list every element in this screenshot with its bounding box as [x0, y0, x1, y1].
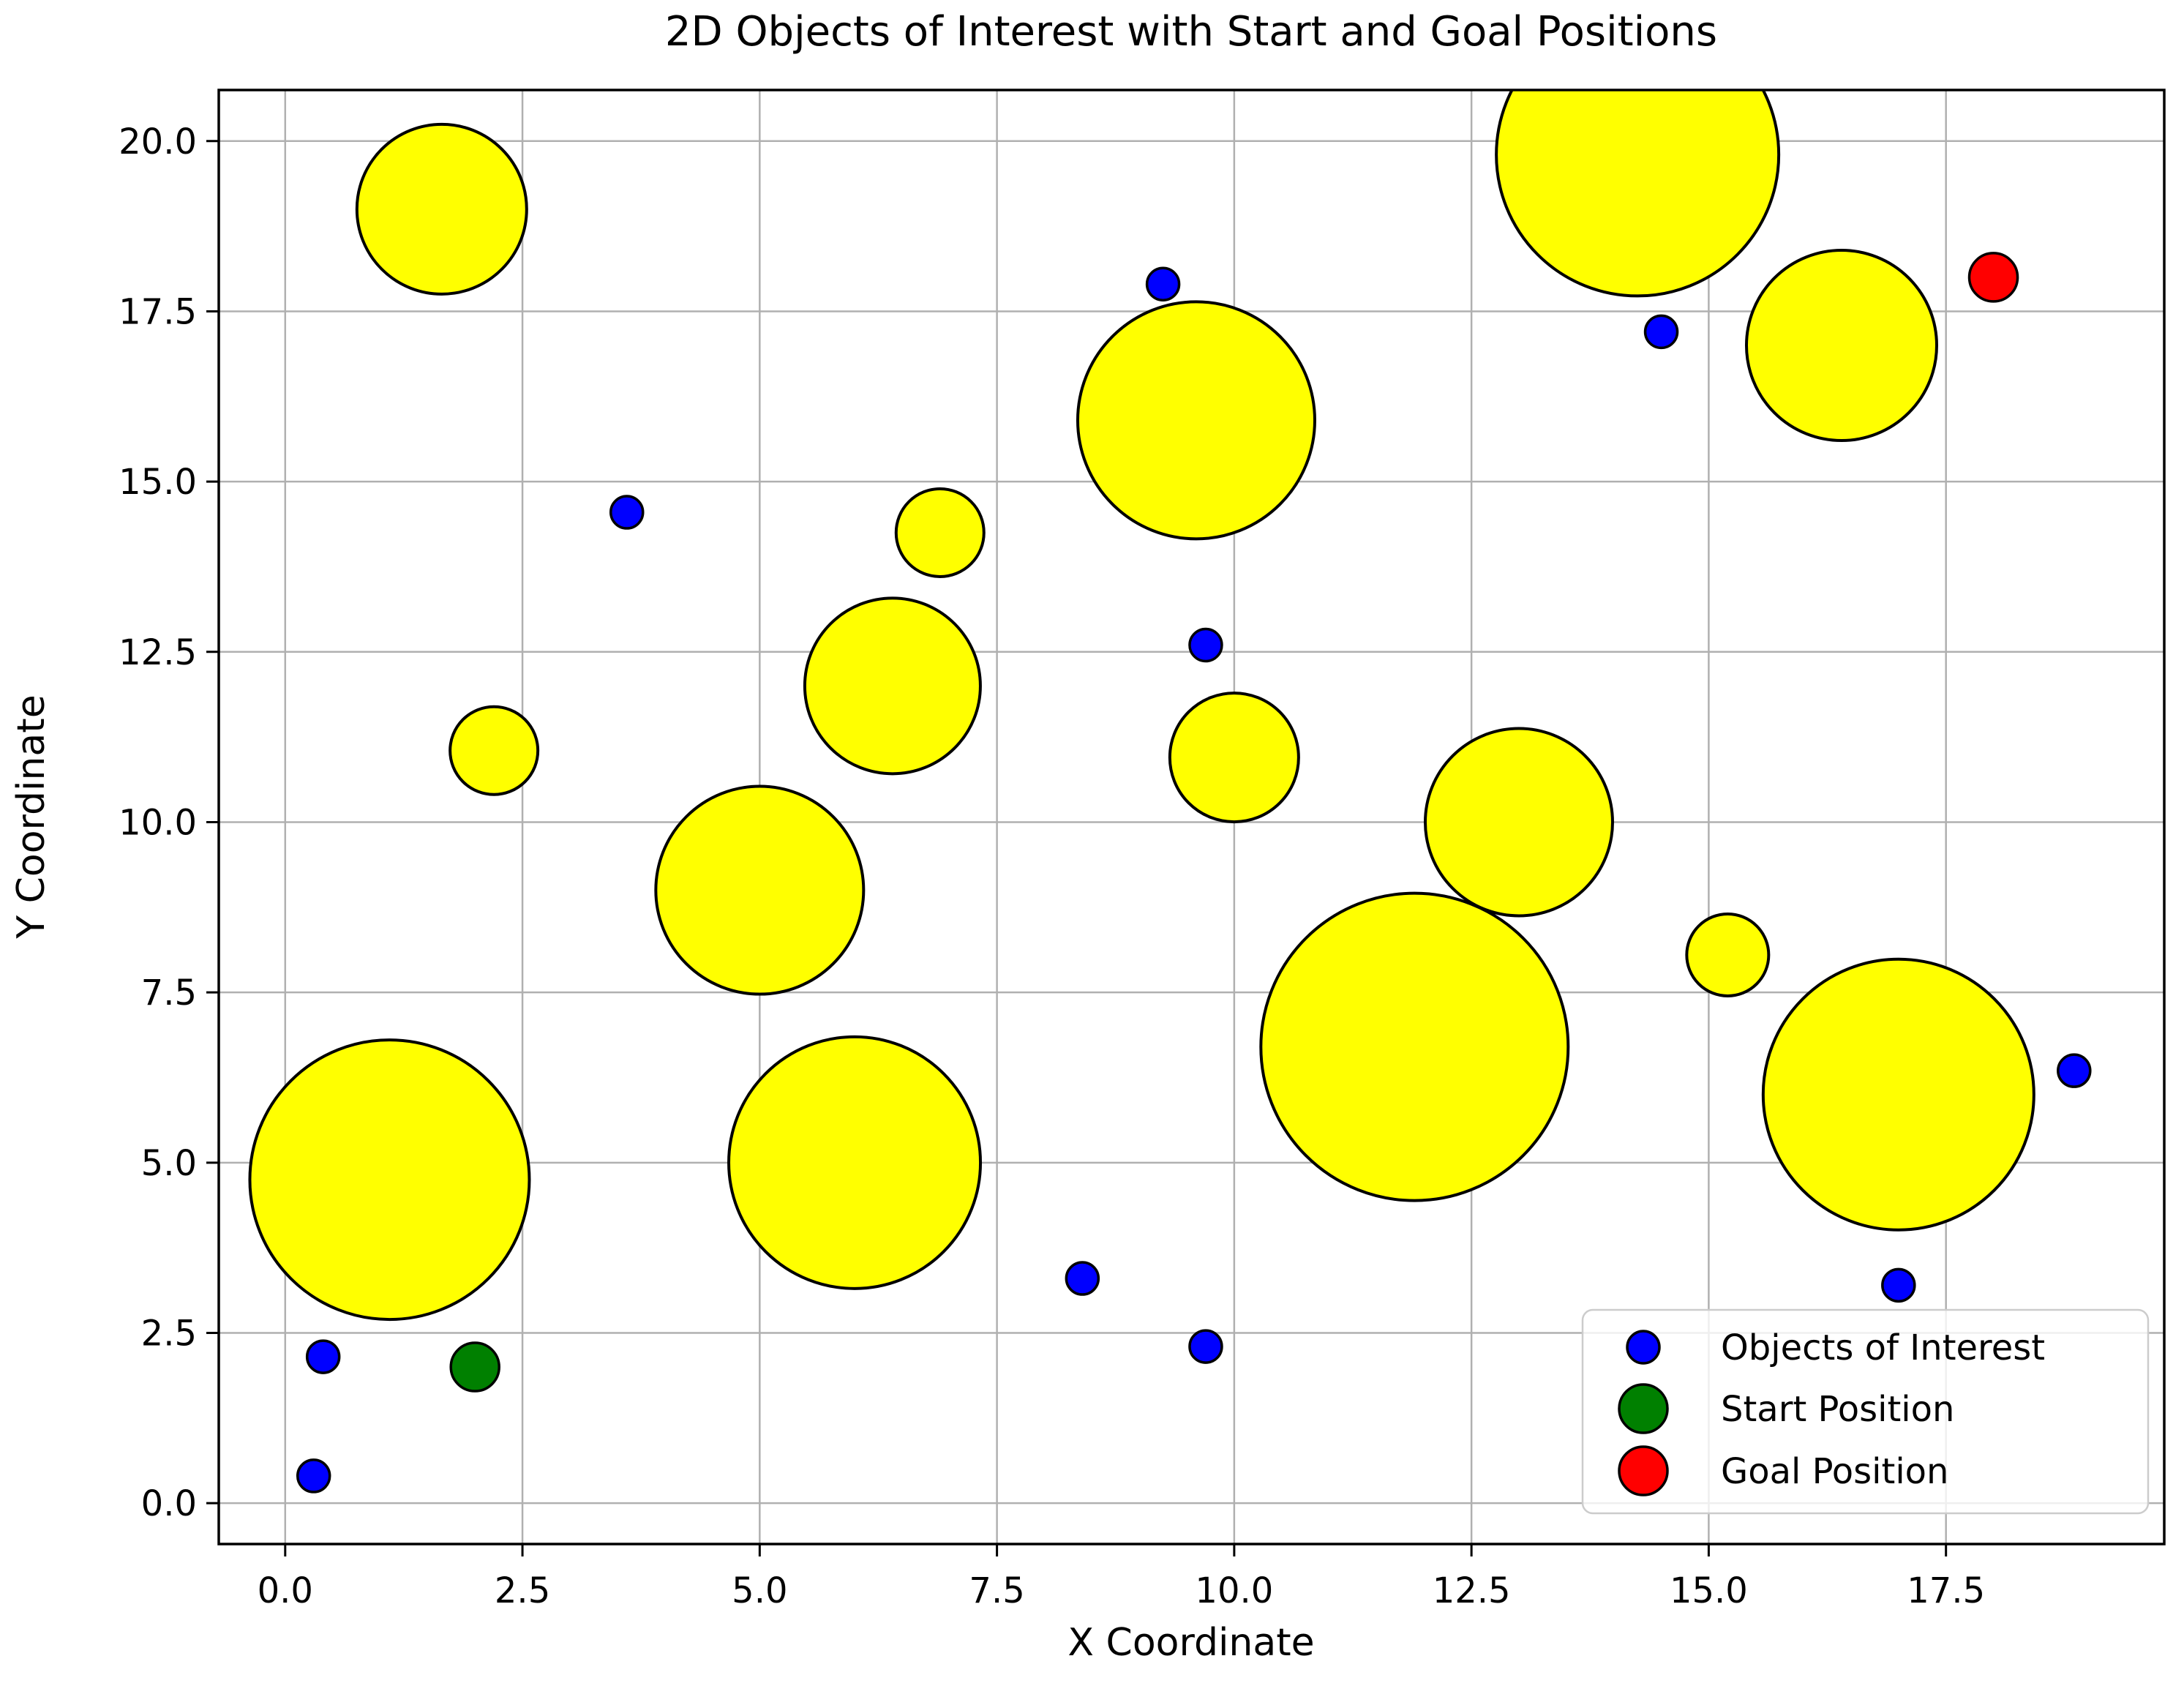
y-tick-label: 17.5: [119, 291, 197, 332]
y-axis-label: Y Coordinate: [10, 694, 53, 939]
legend-marker-objects-icon: [1626, 1330, 1661, 1365]
obstacle-circle: [1744, 249, 1938, 443]
object-of-interest-point: [305, 1339, 341, 1374]
x-tick-label: 17.5: [1907, 1570, 1985, 1611]
obstacle-circle: [1259, 891, 1570, 1202]
x-tick-label: 0.0: [258, 1570, 313, 1611]
tick-layer: 0.0 2.5 5.0 7.5 10.0 12.5 15.0 17.5 0.0 2.5 5.0 7.5…: [119, 121, 1985, 1611]
axes-spines: [217, 89, 2166, 1546]
obstacle-circle: [1076, 300, 1316, 541]
obstacle-circle: [1685, 912, 1771, 997]
legend-box: [1581, 1308, 2150, 1515]
y-tick-label: 0.0: [141, 1483, 197, 1524]
y-tick-label: 10.0: [119, 802, 197, 843]
legend: Objects of Interest Start Position Goal …: [1581, 1308, 2150, 1515]
object-of-interest-point: [1881, 1267, 1916, 1303]
point-layer: [296, 252, 2092, 1494]
object-of-interest-point: [1188, 627, 1223, 663]
x-tick-label: 5.0: [732, 1570, 787, 1611]
x-tick-label: 2.5: [495, 1570, 550, 1611]
obstacle-circle: [1761, 957, 2035, 1232]
x-tick-label: 7.5: [969, 1570, 1024, 1611]
y-tick-label: 7.5: [141, 973, 197, 1014]
chart-title: 2D Objects of Interest with Start and Go…: [665, 8, 1717, 56]
legend-item-objects-of-interest: Objects of Interest: [1626, 1327, 2045, 1368]
obstacle-circle: [1495, 90, 1781, 298]
obstacle-circle: [449, 705, 540, 796]
obstacle-circle: [248, 1038, 531, 1322]
legend-label-goal: Goal Position: [1721, 1451, 1948, 1492]
object-of-interest-point: [1065, 1261, 1100, 1296]
legend-item-start-position: Start Position: [1618, 1383, 1954, 1434]
legend-label-start: Start Position: [1721, 1389, 1954, 1430]
obstacle-layer: [248, 90, 2035, 1322]
obstacle-circle: [894, 487, 986, 578]
legend-marker-goal-icon: [1618, 1445, 1669, 1496]
goal-position-point: [1967, 252, 2019, 303]
obstacle-circle: [1168, 692, 1300, 824]
y-tick-label: 12.5: [119, 632, 197, 673]
obstacle-circle: [1423, 727, 1614, 918]
obstacle-circle: [803, 596, 982, 776]
object-of-interest-point: [1643, 314, 1679, 350]
x-tick-label: 15.0: [1670, 1570, 1748, 1611]
object-of-interest-point: [2057, 1053, 2092, 1088]
object-of-interest-point: [609, 495, 645, 530]
start-position-point: [449, 1341, 500, 1393]
legend-marker-start-icon: [1618, 1383, 1669, 1434]
object-of-interest-point: [1188, 1329, 1223, 1364]
y-tick-label: 2.5: [141, 1313, 197, 1354]
obstacle-circle: [654, 784, 866, 996]
obstacle-circle: [355, 122, 528, 296]
object-of-interest-point: [1145, 266, 1181, 301]
y-tick-label: 15.0: [119, 462, 197, 503]
y-tick-label: 20.0: [119, 121, 197, 162]
legend-item-goal-position: Goal Position: [1618, 1445, 1948, 1496]
x-tick-label: 10.0: [1195, 1570, 1273, 1611]
legend-label-objects: Objects of Interest: [1721, 1327, 2045, 1368]
x-axis-label: X Coordinate: [1067, 1621, 1314, 1665]
y-tick-label: 5.0: [141, 1143, 197, 1184]
object-of-interest-point: [296, 1458, 331, 1494]
obstacle-circle: [727, 1035, 983, 1290]
x-tick-label: 12.5: [1433, 1570, 1511, 1611]
